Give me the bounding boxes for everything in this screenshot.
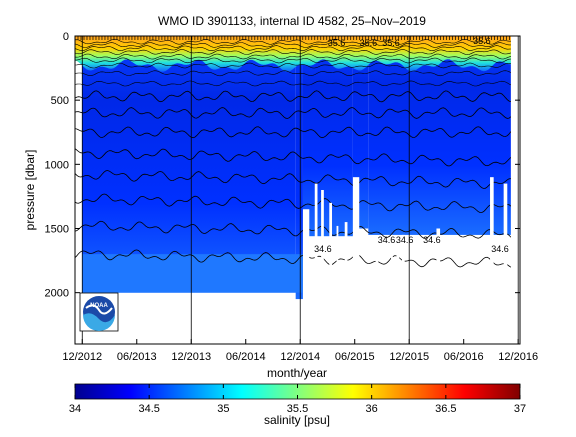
colorbar-axis: 34 34.5 35 35.5 36 36.5 37 [69, 384, 526, 415]
colorbar-tick-label: 34 [69, 403, 81, 415]
data-gap [336, 225, 339, 344]
salinity-body-segment [82, 36, 296, 293]
data-gap [396, 238, 400, 344]
colorbar-label: salinity [psu] [264, 413, 330, 427]
isohaline-contour [75, 220, 519, 242]
data-gap [436, 228, 441, 344]
data-gap [401, 234, 405, 344]
x-axis-label: month/year [267, 366, 327, 380]
x-tick-label: 06/2016 [444, 351, 484, 363]
y-tick-label: 1000 [45, 159, 69, 171]
data-gap [344, 222, 348, 344]
isohaline-contour [75, 249, 519, 269]
contour-label: 34.6 [396, 235, 414, 245]
data-gap [490, 177, 494, 344]
plot-frame [74, 35, 521, 345]
x-tick-label: 12/2013 [171, 351, 211, 363]
contour-label: 35.6 [328, 38, 346, 48]
data-gap [302, 209, 310, 344]
x-tick-label: 12/2016 [498, 351, 538, 363]
colorbar-tick-label: 35.5 [287, 403, 308, 415]
colorbar-tick-label: 34.5 [138, 403, 159, 415]
isohaline-contour [75, 90, 519, 103]
contour-label: 34.6 [423, 235, 441, 245]
colorbar-tick-label: 36.5 [435, 403, 456, 415]
y-axis-label: pressure [dbar] [23, 150, 37, 231]
colorbar-tick-label: 35 [217, 403, 229, 415]
y-tick-label: 500 [51, 95, 69, 107]
isohaline-contour [75, 70, 519, 77]
isohaline-contour [75, 126, 519, 139]
y-tick-label: 0 [63, 31, 69, 43]
isohaline-contour [75, 57, 519, 64]
x-tick-label: 12/2012 [62, 351, 102, 363]
contour-label: 35.6 [473, 36, 491, 46]
salinity-body-segment [295, 36, 303, 300]
data-gap [391, 234, 393, 344]
salinity-body-segment [302, 36, 353, 237]
x-tick-label: 06/2014 [226, 351, 266, 363]
contour-label: 35.6 [360, 38, 378, 48]
contour-label: 34.6 [378, 235, 396, 245]
colorbar-tick-label: 37 [514, 403, 526, 415]
isohaline-contour [75, 62, 519, 69]
data-gap [314, 183, 318, 344]
chart-title: WMO ID 3901133, internal ID 4582, 25–Nov… [158, 14, 426, 28]
contour-label: 34.6 [491, 244, 509, 254]
colorbar-tick-label: 36 [366, 403, 378, 415]
data-gap [329, 202, 333, 344]
isohaline-contour [75, 49, 519, 55]
x-axis: 12/2012 06/2013 12/2013 06/2014 12/2014 06/20… [62, 339, 538, 363]
plot-area [75, 36, 520, 344]
noaa-logo: NOAA [79, 292, 119, 332]
isohaline-contour [75, 107, 519, 119]
isohaline-contour [75, 80, 519, 87]
isohaline-contour [75, 45, 519, 52]
isohaline-contour [75, 193, 519, 214]
data-gap [352, 177, 360, 344]
x-tick-label: 06/2013 [117, 351, 157, 363]
data-gap [321, 190, 324, 344]
y-tick-label: 2000 [45, 288, 69, 300]
contour-label: 35.6 [382, 38, 400, 48]
x-tick-label: 12/2014 [280, 351, 320, 363]
isohaline-contour [75, 170, 519, 189]
x-tick-label: 12/2015 [389, 351, 429, 363]
noaa-logo-text: NOAA [90, 303, 108, 309]
isohaline-contour [75, 42, 519, 48]
contour-label: 34.6 [314, 244, 332, 254]
y-tick-label: 1500 [45, 224, 69, 236]
y-axis: 0 500 1000 1500 2000 [45, 31, 520, 300]
isohaline-contour [75, 148, 519, 167]
isohaline-contour [75, 53, 519, 60]
data-gap [375, 241, 379, 344]
deep-salinity-layer [82, 254, 303, 293]
x-tick-label: 06/2015 [335, 351, 375, 363]
plot-overlay: 35.6 35.6 35.6 35.634.634.6 34.6 34.634.6 [74, 36, 519, 344]
data-gap [503, 183, 508, 344]
no-data-region [510, 36, 520, 344]
